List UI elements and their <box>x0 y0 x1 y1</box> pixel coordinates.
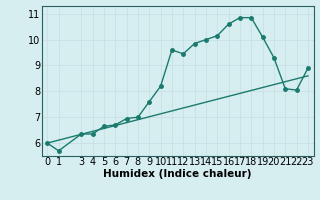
X-axis label: Humidex (Indice chaleur): Humidex (Indice chaleur) <box>103 169 252 179</box>
